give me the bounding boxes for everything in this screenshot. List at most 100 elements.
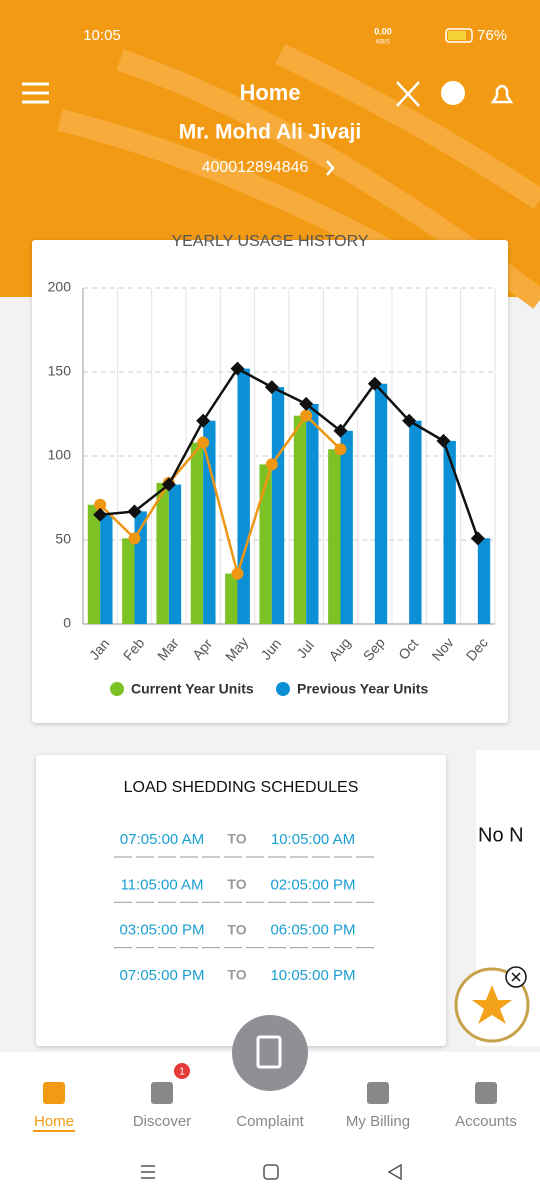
to-time: 10:05:00 AM: [271, 831, 355, 848]
bell-icon[interactable]: [490, 84, 514, 104]
point-marker: [161, 477, 176, 492]
from-time: 11:05:00 AM: [120, 876, 203, 893]
account-chevron[interactable]: [326, 160, 335, 176]
legend-label: Previous Year Units: [297, 681, 428, 697]
battery-icon: [445, 28, 473, 43]
bar: [122, 538, 135, 624]
y-tick-label: 150: [48, 363, 72, 379]
y-tick-label: 0: [63, 615, 71, 631]
sys-back[interactable]: [387, 1163, 402, 1181]
notice-text: No N: [478, 824, 524, 846]
point-marker: [333, 423, 348, 438]
bar: [87, 504, 101, 624]
status-time: 10:05: [83, 27, 121, 44]
point-marker: [402, 413, 417, 428]
to-time: 02:05:00 PM: [270, 876, 355, 893]
complaint-icon: [256, 1035, 282, 1069]
bar: [374, 383, 388, 624]
trend-line: [100, 366, 480, 539]
point-marker: [264, 380, 279, 395]
point-marker: [127, 504, 142, 519]
to-label: TO: [227, 876, 246, 892]
to-time: 06:05:00 PM: [270, 922, 355, 939]
star-icon: [472, 985, 512, 1024]
header-title: Home: [239, 80, 300, 105]
bar: [190, 442, 204, 624]
net-speed: 0.00: [374, 26, 392, 36]
x-icon[interactable]: [396, 81, 420, 107]
from-time: 07:05:00 PM: [119, 967, 204, 984]
battery-level: [448, 31, 466, 40]
chart-title: YEARLY USAGE HISTORY: [171, 233, 368, 250]
bar: [203, 420, 216, 624]
trend-line: [99, 413, 342, 579]
system-nav: [0, 1150, 540, 1200]
point-marker: [94, 498, 107, 511]
bar: [293, 415, 307, 624]
bar: [100, 514, 113, 624]
nav-icon[interactable]: [475, 1082, 497, 1104]
close-icon: [511, 972, 521, 982]
battery-text: 76%: [477, 27, 507, 44]
bar: [168, 484, 182, 624]
point-marker: [230, 361, 245, 376]
schedule-title: LOAD SHEDDING SCHEDULES: [124, 779, 359, 796]
to-time: 10:05:00 PM: [270, 967, 355, 984]
from-time: 07:05:00 AM: [120, 831, 204, 848]
bar: [409, 420, 422, 624]
schedule-card: [36, 755, 446, 1046]
to-label: TO: [227, 831, 246, 847]
account-number[interactable]: 400012894846: [202, 159, 309, 176]
complaint-fab[interactable]: [232, 1015, 308, 1091]
point-marker: [265, 458, 278, 471]
sys-home[interactable]: [263, 1164, 279, 1180]
badge-count: 1: [179, 1067, 185, 1078]
to-label: TO: [227, 967, 246, 983]
y-tick-label: 50: [55, 531, 71, 547]
bar: [306, 403, 319, 624]
user-name: Mr. Mohd Ali Jivaji: [179, 121, 361, 144]
menu-button[interactable]: [22, 82, 49, 104]
nav-label[interactable]: Home: [34, 1113, 74, 1130]
point-marker: [231, 567, 244, 580]
bar: [271, 387, 285, 624]
legend-swatch: [110, 682, 124, 696]
bar: [259, 464, 272, 624]
nav-icon[interactable]: [151, 1082, 173, 1104]
bar: [328, 449, 341, 624]
point-marker: [93, 507, 108, 522]
point-marker: [196, 413, 211, 428]
nav-label[interactable]: Accounts: [455, 1113, 517, 1130]
badge: [174, 1063, 190, 1079]
nav-icon[interactable]: [367, 1082, 389, 1104]
y-tick-label: 100: [48, 447, 72, 463]
nav-label[interactable]: My Billing: [346, 1113, 410, 1130]
bar: [225, 573, 238, 624]
point-marker: [299, 396, 314, 411]
facebook-icon[interactable]: [441, 81, 465, 105]
y-tick-label: 200: [48, 279, 72, 295]
net-unit: KB/S: [376, 40, 390, 46]
legend-label: Current Year Units: [131, 681, 254, 697]
bar: [237, 368, 250, 624]
from-time: 03:05:00 PM: [119, 922, 204, 939]
point-marker: [300, 409, 313, 422]
point-marker: [367, 376, 382, 391]
nav-label[interactable]: Discover: [133, 1113, 191, 1130]
sys-recent[interactable]: [141, 1165, 155, 1179]
bar: [443, 440, 456, 624]
bar: [156, 482, 169, 624]
legend-swatch: [276, 682, 290, 696]
nav-icon[interactable]: [43, 1082, 65, 1104]
to-label: TO: [227, 921, 246, 937]
bar: [340, 430, 353, 624]
bar: [477, 538, 491, 624]
point-marker: [197, 436, 210, 449]
point-marker: [436, 433, 451, 448]
point-marker: [334, 443, 347, 456]
point-marker: [128, 532, 141, 545]
point-marker: [470, 531, 485, 546]
nav-label[interactable]: Complaint: [236, 1113, 304, 1130]
